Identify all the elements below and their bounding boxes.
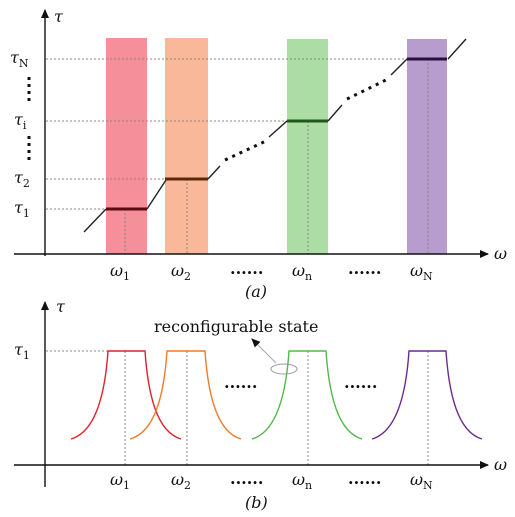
caption-a: (a): [245, 282, 267, 301]
guides-b: [46, 350, 429, 465]
panel-b: reconfigurable state τ ω τ1 ω1 ω2 ωn ωN …: [14, 297, 507, 512]
x-ellipsis-b-1: ......: [230, 469, 263, 488]
ellipsis-b-1: ......: [224, 373, 257, 392]
y-tick-tau-i: τi: [14, 110, 27, 132]
x-tick-omega-n-a: ωn: [292, 261, 312, 283]
band-omega-1: [106, 38, 147, 254]
delay-staircase: [83, 38, 467, 233]
ellipsis-b-2: ......: [344, 373, 377, 392]
y-axis-symbol-b: τ: [56, 297, 66, 316]
x-tick-omega-1-b: ω1: [110, 470, 130, 492]
curve-omega-2: [129, 350, 242, 440]
x-ellipsis-a-1: ......: [230, 259, 263, 278]
x-tick-omega-N-a: ωN: [410, 261, 433, 283]
curves-b: [70, 350, 483, 440]
annotation-label: reconfigurable state: [154, 317, 318, 336]
band-omega-N: [407, 39, 447, 254]
band-omega-2: [165, 38, 208, 254]
x-tick-omega-2-a: ω2: [171, 261, 191, 283]
x-axis-symbol-b: ω: [494, 455, 507, 474]
x-tick-omega-1-a: ω1: [110, 261, 130, 283]
y-tick-tau-1-b: τ1: [14, 340, 30, 362]
panel-a: τ ω τN τi τ2 τ1 ω1 ω2 ωn ωN ...... .....…: [10, 7, 507, 301]
reconfigurable-state-marker: [270, 363, 298, 375]
y-axis-symbol-a: τ: [54, 7, 64, 26]
x-tick-omega-2-b: ω2: [171, 470, 191, 492]
annotation-arrow: [251, 338, 277, 364]
x-tick-omega-n-b: ωn: [292, 470, 312, 492]
curve-omega-n: [251, 350, 363, 440]
x-guides: [124, 59, 429, 254]
caption-b: (b): [245, 493, 268, 512]
curve-omega-1: [70, 350, 182, 440]
y-tick-tau-2: τ2: [14, 168, 30, 190]
y-tick-tau-N: τN: [10, 48, 29, 70]
y-tick-tau-1: τ1: [14, 198, 30, 220]
curve-omega-N: [371, 350, 483, 440]
plateaus: [106, 57, 447, 211]
y-guides: [46, 58, 420, 210]
x-tick-omega-N-b: ωN: [410, 470, 433, 492]
x-ellipsis-b-2: ......: [348, 469, 381, 488]
x-axis-symbol-a: ω: [494, 244, 507, 263]
x-ellipsis-a-2: ......: [348, 259, 381, 278]
